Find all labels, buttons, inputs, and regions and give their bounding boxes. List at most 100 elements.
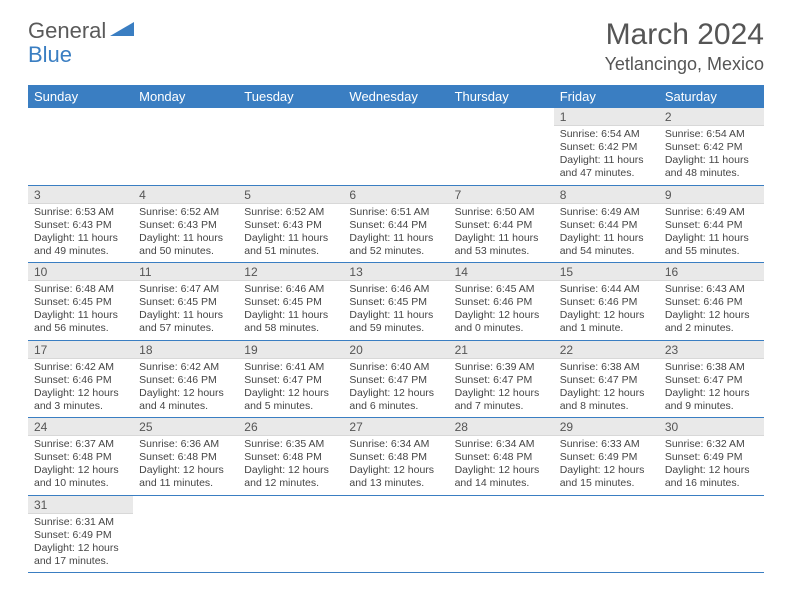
sunset-line: Sunset: 6:49 PM bbox=[665, 451, 758, 464]
calendar-cell: 2Sunrise: 6:54 AMSunset: 6:42 PMDaylight… bbox=[659, 108, 764, 185]
day-info: Sunrise: 6:41 AMSunset: 6:47 PMDaylight:… bbox=[238, 359, 343, 418]
location: Yetlancingo, Mexico bbox=[605, 54, 764, 75]
daylight-line: Daylight: 12 hours and 17 minutes. bbox=[34, 542, 127, 568]
sunset-line: Sunset: 6:46 PM bbox=[34, 374, 127, 387]
daylight-line: Daylight: 12 hours and 11 minutes. bbox=[139, 464, 232, 490]
sunrise-line: Sunrise: 6:52 AM bbox=[139, 206, 232, 219]
daylight-line: Daylight: 12 hours and 3 minutes. bbox=[34, 387, 127, 413]
sunset-line: Sunset: 6:44 PM bbox=[560, 219, 653, 232]
daylight-line: Daylight: 12 hours and 16 minutes. bbox=[665, 464, 758, 490]
day-number: 19 bbox=[238, 341, 343, 359]
calendar-cell: 24Sunrise: 6:37 AMSunset: 6:48 PMDayligh… bbox=[28, 418, 133, 496]
day-number: 15 bbox=[554, 263, 659, 281]
calendar-cell: 10Sunrise: 6:48 AMSunset: 6:45 PMDayligh… bbox=[28, 263, 133, 341]
calendar-cell: 29Sunrise: 6:33 AMSunset: 6:49 PMDayligh… bbox=[554, 418, 659, 496]
calendar-cell bbox=[133, 495, 238, 573]
sunset-line: Sunset: 6:42 PM bbox=[560, 141, 653, 154]
day-number: 1 bbox=[554, 108, 659, 126]
daylight-line: Daylight: 12 hours and 7 minutes. bbox=[455, 387, 548, 413]
sunset-line: Sunset: 6:48 PM bbox=[455, 451, 548, 464]
calendar-cell: 27Sunrise: 6:34 AMSunset: 6:48 PMDayligh… bbox=[343, 418, 448, 496]
sunrise-line: Sunrise: 6:44 AM bbox=[560, 283, 653, 296]
day-number: 9 bbox=[659, 186, 764, 204]
weekday-header-row: Sunday Monday Tuesday Wednesday Thursday… bbox=[28, 85, 764, 108]
sunset-line: Sunset: 6:49 PM bbox=[34, 529, 127, 542]
sunrise-line: Sunrise: 6:46 AM bbox=[244, 283, 337, 296]
sunrise-line: Sunrise: 6:34 AM bbox=[455, 438, 548, 451]
calendar-cell: 6 Sunrise: 6:51 AMSunset: 6:44 PMDaylight… bbox=[343, 185, 448, 263]
weekday-header: Tuesday bbox=[238, 85, 343, 108]
day-info: Sunrise: 6:44 AMSunset: 6:46 PMDaylight:… bbox=[554, 281, 659, 340]
calendar-cell: 1Sunrise: 6:54 AMSunset: 6:42 PMDaylight… bbox=[554, 108, 659, 185]
daylight-line: Daylight: 12 hours and 5 minutes. bbox=[244, 387, 337, 413]
header: General March 2024 Yetlancingo, Mexico bbox=[28, 18, 764, 75]
sunrise-line: Sunrise: 6:53 AM bbox=[34, 206, 127, 219]
sunset-line: Sunset: 6:49 PM bbox=[560, 451, 653, 464]
day-number: 6 bbox=[343, 186, 448, 204]
sunset-line: Sunset: 6:44 PM bbox=[349, 219, 442, 232]
daylight-line: Daylight: 11 hours and 51 minutes. bbox=[244, 232, 337, 258]
sunset-line: Sunset: 6:48 PM bbox=[139, 451, 232, 464]
day-number: 2 bbox=[659, 108, 764, 126]
day-number: 17 bbox=[28, 341, 133, 359]
day-info: Sunrise: 6:52 AMSunset: 6:43 PMDaylight:… bbox=[133, 204, 238, 263]
sunrise-line: Sunrise: 6:38 AM bbox=[560, 361, 653, 374]
sunset-line: Sunset: 6:46 PM bbox=[139, 374, 232, 387]
day-info: Sunrise: 6:36 AMSunset: 6:48 PMDaylight:… bbox=[133, 436, 238, 495]
day-number: 12 bbox=[238, 263, 343, 281]
sunrise-line: Sunrise: 6:42 AM bbox=[139, 361, 232, 374]
daylight-line: Daylight: 11 hours and 58 minutes. bbox=[244, 309, 337, 335]
daylight-line: Daylight: 12 hours and 12 minutes. bbox=[244, 464, 337, 490]
calendar-cell: 11Sunrise: 6:47 AMSunset: 6:45 PMDayligh… bbox=[133, 263, 238, 341]
sunrise-line: Sunrise: 6:54 AM bbox=[665, 128, 758, 141]
sunrise-line: Sunrise: 6:47 AM bbox=[139, 283, 232, 296]
day-number: 30 bbox=[659, 418, 764, 436]
day-info: Sunrise: 6:48 AMSunset: 6:45 PMDaylight:… bbox=[28, 281, 133, 340]
calendar-cell: 5Sunrise: 6:52 AMSunset: 6:43 PMDaylight… bbox=[238, 185, 343, 263]
sunrise-line: Sunrise: 6:35 AM bbox=[244, 438, 337, 451]
daylight-line: Daylight: 12 hours and 0 minutes. bbox=[455, 309, 548, 335]
daylight-line: Daylight: 11 hours and 57 minutes. bbox=[139, 309, 232, 335]
day-info: Sunrise: 6:34 AMSunset: 6:48 PMDaylight:… bbox=[449, 436, 554, 495]
day-number: 23 bbox=[659, 341, 764, 359]
sunrise-line: Sunrise: 6:51 AM bbox=[349, 206, 442, 219]
day-info: Sunrise: 6:54 AMSunset: 6:42 PMDaylight:… bbox=[659, 126, 764, 185]
day-info: Sunrise: 6:52 AMSunset: 6:43 PMDaylight:… bbox=[238, 204, 343, 263]
day-info: Sunrise: 6:31 AMSunset: 6:49 PMDaylight:… bbox=[28, 514, 133, 573]
day-info: Sunrise: 6:40 AMSunset: 6:47 PMDaylight:… bbox=[343, 359, 448, 418]
day-info: Sunrise: 6:38 AMSunset: 6:47 PMDaylight:… bbox=[554, 359, 659, 418]
calendar-week-row: 17Sunrise: 6:42 AMSunset: 6:46 PMDayligh… bbox=[28, 340, 764, 418]
day-info: Sunrise: 6:50 AMSunset: 6:44 PMDaylight:… bbox=[449, 204, 554, 263]
sunset-line: Sunset: 6:45 PM bbox=[139, 296, 232, 309]
sunset-line: Sunset: 6:47 PM bbox=[349, 374, 442, 387]
day-number: 3 bbox=[28, 186, 133, 204]
calendar-cell: 28Sunrise: 6:34 AMSunset: 6:48 PMDayligh… bbox=[449, 418, 554, 496]
daylight-line: Daylight: 11 hours and 52 minutes. bbox=[349, 232, 442, 258]
sunset-line: Sunset: 6:48 PM bbox=[34, 451, 127, 464]
calendar-cell: 15Sunrise: 6:44 AMSunset: 6:46 PMDayligh… bbox=[554, 263, 659, 341]
sunset-line: Sunset: 6:42 PM bbox=[665, 141, 758, 154]
day-info: Sunrise: 6:46 AMSunset: 6:45 PMDaylight:… bbox=[238, 281, 343, 340]
calendar-cell: 17 Sunrise: 6:42 AMSunset: 6:46 PMDayligh… bbox=[28, 340, 133, 418]
day-info: Sunrise: 6:42 AMSunset: 6:46 PMDaylight:… bbox=[133, 359, 238, 418]
sunset-line: Sunset: 6:45 PM bbox=[34, 296, 127, 309]
sunset-line: Sunset: 6:46 PM bbox=[665, 296, 758, 309]
daylight-line: Daylight: 11 hours and 56 minutes. bbox=[34, 309, 127, 335]
day-number: 4 bbox=[133, 186, 238, 204]
sunset-line: Sunset: 6:45 PM bbox=[244, 296, 337, 309]
day-info: Sunrise: 6:38 AMSunset: 6:47 PMDaylight:… bbox=[659, 359, 764, 418]
sunrise-line: Sunrise: 6:38 AM bbox=[665, 361, 758, 374]
day-info: Sunrise: 6:53 AMSunset: 6:43 PMDaylight:… bbox=[28, 204, 133, 263]
calendar-cell: 13Sunrise: 6:46 AMSunset: 6:45 PMDayligh… bbox=[343, 263, 448, 341]
day-number: 25 bbox=[133, 418, 238, 436]
calendar-cell: 4Sunrise: 6:52 AMSunset: 6:43 PMDaylight… bbox=[133, 185, 238, 263]
sunrise-line: Sunrise: 6:42 AM bbox=[34, 361, 127, 374]
logo-text-1: General bbox=[28, 18, 106, 44]
day-number: 29 bbox=[554, 418, 659, 436]
day-info: Sunrise: 6:33 AMSunset: 6:49 PMDaylight:… bbox=[554, 436, 659, 495]
calendar-week-row: 31Sunrise: 6:31 AMSunset: 6:49 PMDayligh… bbox=[28, 495, 764, 573]
sunset-line: Sunset: 6:45 PM bbox=[349, 296, 442, 309]
day-number: 14 bbox=[449, 263, 554, 281]
logo: General bbox=[28, 18, 136, 44]
sunset-line: Sunset: 6:44 PM bbox=[455, 219, 548, 232]
